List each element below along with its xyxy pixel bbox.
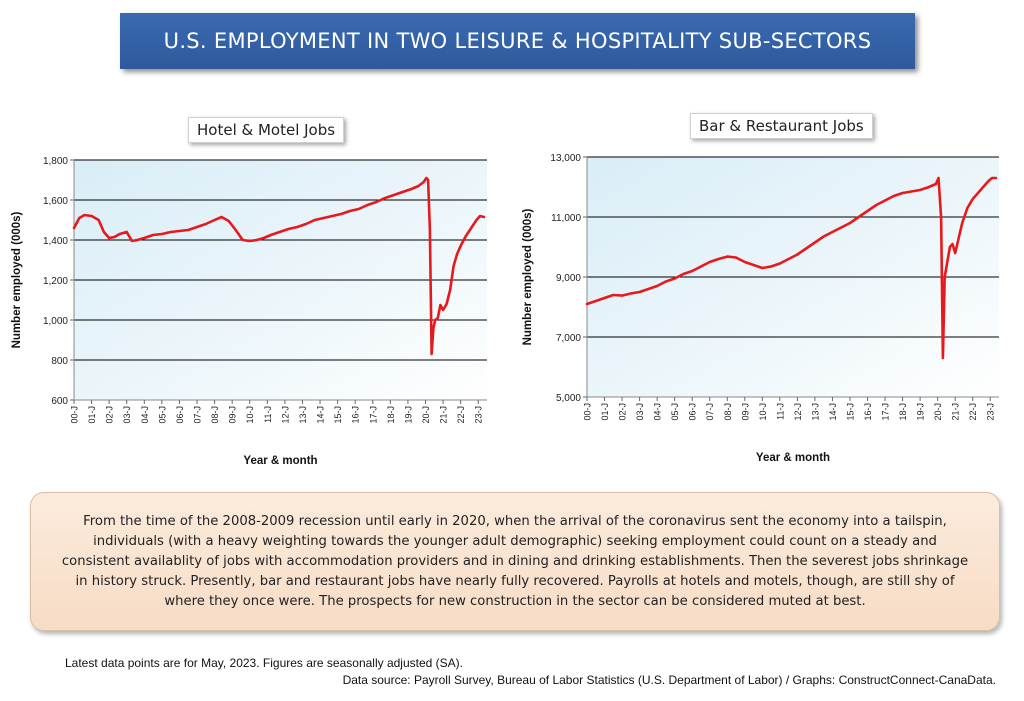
x-tick-label: 18-J	[898, 403, 908, 421]
x-tick-label: 03-J	[635, 403, 645, 421]
x-tick-label: 17-J	[881, 403, 891, 421]
y-tick-label: 1,800	[43, 156, 68, 167]
x-tick-label: 11-J	[263, 406, 273, 423]
y-axis-label: Number employed (000s)	[11, 211, 23, 348]
commentary-box: From the time of the 2008-2009 recession…	[30, 492, 1000, 631]
x-tick-label: 23-J	[474, 406, 484, 424]
x-tick-label: 15-J	[333, 406, 343, 424]
page-title-banner: U.S. EMPLOYMENT IN TWO LEISURE & HOSPITA…	[120, 13, 915, 69]
x-tick-label: 17-J	[368, 406, 378, 424]
x-tick-label: 20-J	[933, 403, 943, 421]
y-tick-label: 800	[51, 356, 68, 367]
x-tick-label: 08-J	[210, 406, 220, 424]
x-tick-label: 14-J	[316, 406, 326, 424]
x-tick-label: 19-J	[403, 406, 413, 424]
x-tick-label: 06-J	[175, 406, 185, 424]
x-axis-label: Year & month	[756, 452, 830, 464]
y-tick-label: 1,200	[43, 276, 68, 287]
y-tick-label: 5,000	[556, 393, 581, 404]
x-tick-label: 22-J	[456, 406, 466, 424]
x-tick-label: 08-J	[723, 403, 733, 421]
x-tick-label: 19-J	[916, 403, 926, 421]
x-tick-label: 02-J	[105, 406, 115, 424]
x-tick-label: 09-J	[740, 403, 750, 421]
latest-data-note: Latest data points are for May, 2023. Fi…	[65, 656, 463, 670]
x-tick-label: 01-J	[600, 403, 610, 421]
x-tick-label: 12-J	[793, 403, 803, 421]
x-tick-label: 04-J	[653, 403, 663, 421]
y-tick-label: 9,000	[556, 273, 581, 284]
x-tick-label: 10-J	[245, 406, 255, 424]
x-tick-label: 10-J	[758, 403, 768, 421]
x-tick-label: 05-J	[670, 403, 680, 421]
y-axis-label: Number employed (000s)	[522, 208, 534, 345]
y-tick-label: 7,000	[556, 333, 581, 344]
x-tick-label: 15-J	[845, 403, 855, 421]
x-tick-label: 21-J	[951, 403, 961, 421]
x-tick-label: 05-J	[157, 406, 167, 424]
x-tick-label: 09-J	[228, 406, 238, 424]
page-title: U.S. EMPLOYMENT IN TWO LEISURE & HOSPITA…	[163, 29, 872, 53]
x-tick-label: 07-J	[193, 406, 203, 424]
x-tick-label: 07-J	[705, 403, 715, 421]
x-tick-label: 11-J	[775, 403, 785, 420]
bar-restaurant-chart-title: Bar & Restaurant Jobs	[690, 113, 873, 139]
x-tick-label: 00-J	[583, 403, 593, 421]
x-tick-label: 16-J	[863, 403, 873, 421]
x-tick-label: 02-J	[618, 403, 628, 421]
x-tick-label: 13-J	[810, 403, 820, 421]
commentary-text: From the time of the 2008-2009 recession…	[61, 513, 969, 609]
x-tick-label: 03-J	[122, 406, 132, 424]
data-source-note: Data source: Payroll Survey, Bureau of L…	[342, 673, 996, 687]
series-line	[585, 176, 998, 360]
series-line	[72, 176, 486, 356]
x-tick-label: 21-J	[439, 406, 449, 424]
x-axis-label: Year & month	[243, 455, 317, 467]
x-tick-label: 18-J	[386, 406, 396, 424]
x-tick-label: 22-J	[968, 403, 978, 421]
x-tick-label: 23-J	[986, 403, 996, 421]
y-tick-label: 13,000	[550, 153, 581, 164]
x-tick-label: 04-J	[140, 406, 150, 424]
bar-restaurant-chart: 5,000 7,000 9,000 11,000 13,000 00-J 01-J 02-J 0…	[522, 153, 999, 464]
x-tick-label: 14-J	[828, 403, 838, 421]
x-tick-label: 12-J	[280, 406, 290, 424]
x-tick-label: 06-J	[688, 403, 698, 421]
y-tick-label: 600	[51, 396, 68, 407]
hotel-motel-chart: 600 800 1,000 1,200 1,400 1,600 1,800 00-J 01-J 0…	[11, 156, 487, 467]
x-tick-label: 01-J	[87, 406, 97, 424]
hotel-motel-chart-title: Hotel & Motel Jobs	[188, 117, 345, 143]
x-tick-label: 20-J	[421, 406, 431, 424]
y-tick-label: 11,000	[551, 213, 581, 224]
x-tick-label: 16-J	[351, 406, 361, 424]
y-tick-label: 1,000	[43, 316, 68, 327]
y-tick-label: 1,600	[43, 196, 68, 207]
x-tick-label: 00-J	[70, 406, 80, 424]
y-tick-label: 1,400	[43, 236, 68, 247]
x-tick-label: 13-J	[298, 406, 308, 424]
